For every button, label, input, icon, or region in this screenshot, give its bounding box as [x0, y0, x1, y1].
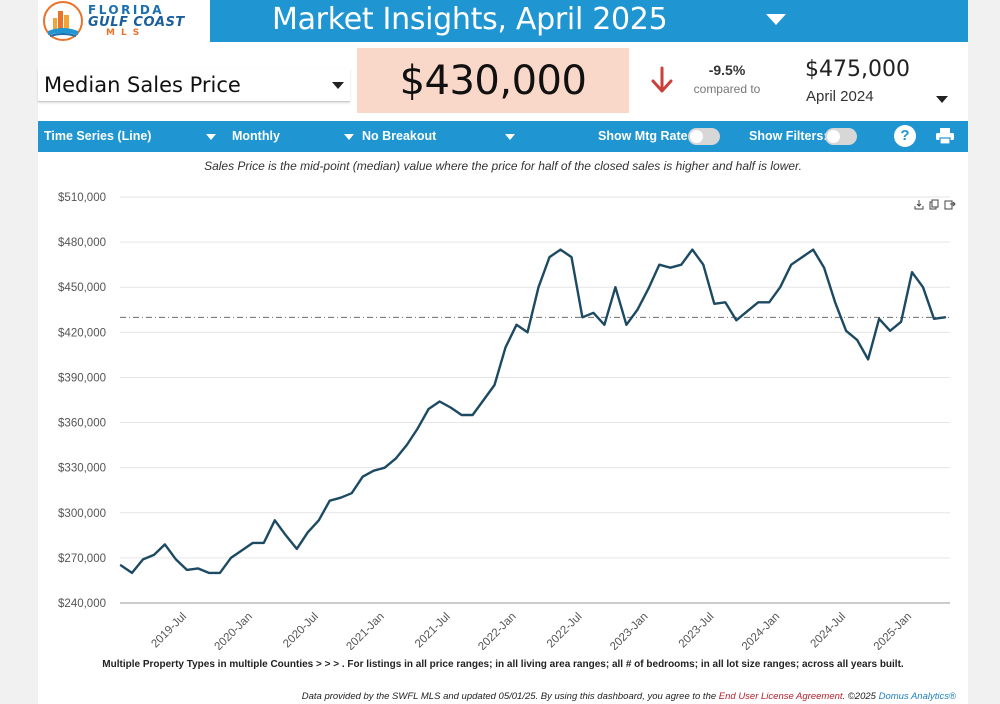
- brand-logo[interactable]: FLORIDA GULF COAST MLS: [42, 0, 208, 42]
- logo-line-1: FLORIDA: [88, 3, 165, 17]
- chart-gridlines: [120, 196, 950, 604]
- mtg-rate-toggle[interactable]: [688, 128, 720, 145]
- compared-to-label: compared to: [693, 82, 761, 96]
- chart-type-chevron-down-icon[interactable]: [206, 134, 216, 140]
- y-tick-label: $420,000: [58, 327, 106, 339]
- y-tick-label: $390,000: [58, 372, 106, 384]
- metric-dropdown-label: Median Sales Price: [44, 73, 241, 97]
- toggle-knob: [690, 130, 703, 143]
- filter-summary: Multiple Property Types in multiple Coun…: [102, 659, 904, 670]
- x-tick-label: 2021-Jan: [344, 611, 386, 650]
- series-group: [119, 248, 947, 575]
- y-axis-ticks: $240,000 $270,000 $300,000 $330,000 $360,000…: [58, 192, 106, 610]
- metric-value-card: $430,000: [357, 48, 629, 113]
- y-tick-label: $450,000: [58, 282, 106, 294]
- x-tick-label: 2025-Jan: [872, 611, 914, 650]
- logo-line-3: MLS: [106, 28, 146, 38]
- copy-icon[interactable]: [929, 199, 939, 210]
- metric-value: $430,000: [399, 57, 587, 104]
- y-tick-label: $360,000: [58, 418, 106, 430]
- download-icon[interactable]: [914, 200, 924, 210]
- logo-wordmark: FLORIDA GULF COAST MLS: [88, 4, 185, 38]
- filters-label: Show Filters:: [749, 129, 828, 143]
- right-margin-band: [968, 0, 1000, 704]
- mtg-rate-label: Show Mtg Rate:: [598, 129, 692, 143]
- prior-period-dropdown[interactable]: April 2024: [806, 88, 874, 105]
- left-margin-band: [0, 0, 38, 704]
- footer-disclaimer: Data provided by the SWFL MLS and update…: [38, 691, 956, 702]
- y-tick-label: $300,000: [58, 508, 106, 520]
- x-tick-label: 2019-Jul: [149, 611, 189, 650]
- metric-dropdown[interactable]: Median Sales Price: [38, 68, 350, 102]
- x-tick-label: 2024-Jan: [740, 611, 782, 650]
- x-tick-label: 2020-Jul: [281, 611, 321, 650]
- interval-chevron-down-icon[interactable]: [344, 134, 354, 140]
- eula-link[interactable]: End User License Agreement: [718, 691, 843, 702]
- palm-building-logo-icon: [43, 1, 83, 41]
- period-dropdown-chevron-icon[interactable]: [766, 14, 786, 25]
- toggle-knob: [827, 130, 840, 143]
- y-tick-label: $330,000: [58, 463, 106, 475]
- breakout-chevron-down-icon[interactable]: [505, 134, 515, 140]
- x-tick-label: 2023-Jul: [677, 611, 717, 650]
- chart-type-dropdown[interactable]: Time Series (Line): [44, 129, 152, 143]
- prior-value: $475,000: [805, 57, 910, 82]
- breakout-dropdown[interactable]: No Breakout: [362, 129, 437, 143]
- series-line-median-sales-price[interactable]: [119, 248, 947, 575]
- export-icon[interactable]: [944, 200, 956, 210]
- y-tick-label: $270,000: [58, 553, 106, 565]
- print-icon[interactable]: [935, 127, 955, 145]
- down-arrow-icon: [651, 66, 673, 93]
- chevron-down-icon: [332, 82, 344, 89]
- y-tick-label: $480,000: [58, 237, 106, 249]
- filters-toggle[interactable]: [825, 128, 857, 145]
- title-bar: Market Insights, April 2025: [210, 0, 968, 42]
- metric-description: Sales Price is the mid-point (median) va…: [204, 159, 802, 173]
- change-percent: -9.5%: [708, 62, 746, 78]
- x-axis-ticks: 2019-Jul 2020-Jan 2020-Jul 2021-Jan 2021-Jul…: [149, 611, 914, 650]
- median-price-line-chart: $240,000 $270,000 $300,000 $330,000 $360,000…: [58, 192, 950, 650]
- prior-period-chevron-down-icon[interactable]: [936, 96, 948, 103]
- chart-toolbar: Time Series (Line) Monthly No Breakout S…: [38, 121, 968, 152]
- x-tick-label: 2023-Jan: [608, 611, 650, 650]
- help-button[interactable]: ?: [894, 125, 916, 147]
- interval-dropdown[interactable]: Monthly: [232, 129, 280, 143]
- y-tick-label: $240,000: [58, 598, 106, 610]
- x-tick-label: 2024-Jul: [809, 611, 849, 650]
- x-tick-label: 2021-Jul: [413, 611, 453, 650]
- logo-line-2: GULF COAST: [88, 15, 185, 30]
- footer-copyright: . ©2025: [842, 691, 879, 702]
- domus-analytics-link[interactable]: Domus Analytics®: [878, 691, 956, 702]
- x-tick-label: 2022-Jul: [545, 611, 585, 650]
- page-title: Market Insights, April 2025: [272, 2, 668, 37]
- footer-text: Data provided by the SWFL MLS and update…: [301, 691, 719, 702]
- y-tick-label: $510,000: [58, 192, 106, 204]
- x-tick-label: 2020-Jan: [213, 611, 255, 650]
- x-tick-label: 2022-Jan: [476, 611, 518, 650]
- chart-tool-icons: [914, 199, 956, 210]
